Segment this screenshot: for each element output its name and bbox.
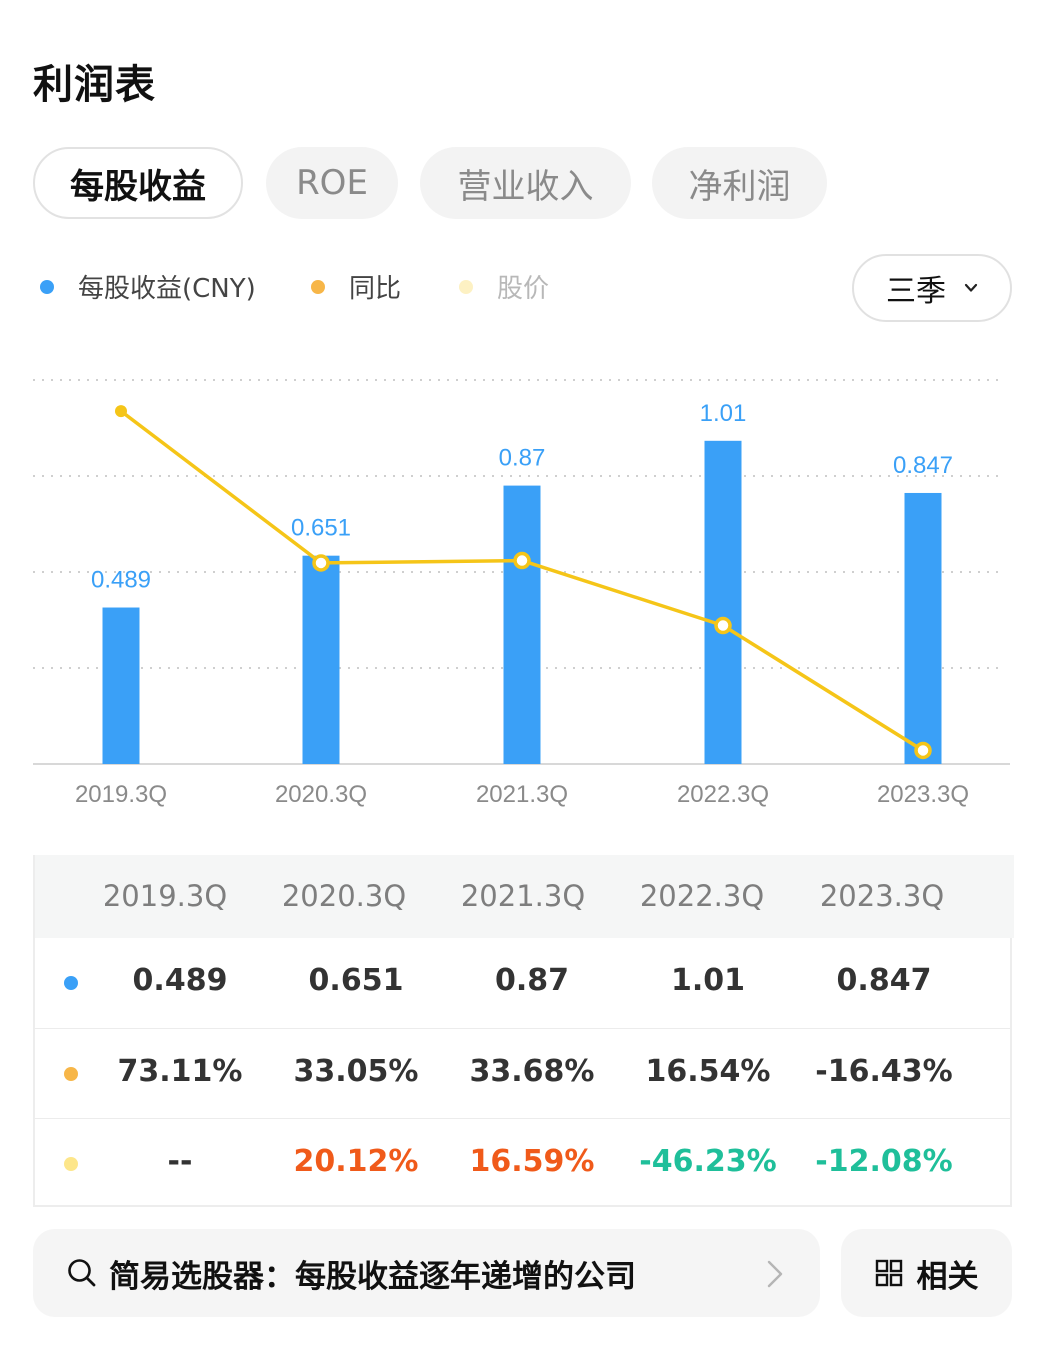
table-row: -- 20.12% 16.59% -46.23% -12.08% <box>35 1118 1010 1208</box>
table-cell: 16.59% <box>469 1144 595 1179</box>
table-cell: 0.847 <box>836 963 932 998</box>
eps-bar <box>302 555 340 764</box>
eps-bar <box>904 492 942 764</box>
eps-bar-label: 0.489 <box>91 567 151 594</box>
tab-roe[interactable]: ROE <box>266 147 398 219</box>
table-row: 73.11% 33.05% 33.68% 16.54% -16.43% <box>35 1028 1010 1118</box>
x-tick-label: 2023.3Q <box>877 781 969 808</box>
table-cell: 73.11% <box>117 1054 243 1089</box>
yoy-point <box>312 554 330 572</box>
yoy-point <box>513 551 531 570</box>
chevron-down-icon <box>964 283 978 292</box>
eps-bar <box>102 607 140 764</box>
eps-bar-label: 0.651 <box>291 515 351 542</box>
table-cell: -- <box>167 1144 193 1179</box>
eps-bar-label: 0.847 <box>893 452 953 479</box>
table-cell: -16.43% <box>815 1054 953 1089</box>
eps-bar <box>503 485 541 764</box>
screener-label: 简易选股器：每股收益逐年递增的公司 <box>109 1258 636 1295</box>
row-legend-dot <box>64 1157 78 1171</box>
legend-yoy-dot <box>311 279 325 294</box>
table-header-cell: 2022.3Q <box>639 879 765 913</box>
page-title: 利润表 <box>33 62 156 108</box>
table-cell: 0.489 <box>132 963 228 998</box>
table-header-cell: 2019.3Q <box>102 879 228 913</box>
x-tick-label: 2021.3Q <box>476 781 568 808</box>
related-button[interactable]: 相关 <box>841 1229 1012 1317</box>
table-header-cell: 2020.3Q <box>281 879 407 913</box>
table-cell: 16.54% <box>645 1054 771 1089</box>
eps-chart: 0.489 0.651 0.87 1.01 0.847 2019.3Q 2020.3Q 202… <box>33 379 1010 808</box>
period-select-value: 三季 <box>886 274 946 309</box>
legend-price-label: 股价 <box>497 274 550 304</box>
screener-button[interactable]: 简易选股器：每股收益逐年递增的公司 <box>33 1229 820 1317</box>
table-cell: 0.651 <box>308 963 404 998</box>
row-legend-dot <box>64 1067 78 1081</box>
eps-bar-label: 0.87 <box>499 445 546 472</box>
legend-price[interactable]: 股价 <box>459 268 549 305</box>
table-cell: 33.05% <box>293 1054 419 1089</box>
data-table: 2019.3Q 2020.3Q 2021.3Q 2022.3Q 2023.3Q … <box>33 855 1014 1208</box>
table-cell: 20.12% <box>293 1144 419 1179</box>
table-header-cell: 2023.3Q <box>819 879 945 913</box>
period-select[interactable]: 三季 <box>852 254 1012 322</box>
table-cell: -12.08% <box>815 1144 953 1179</box>
grid-icon <box>875 1259 902 1287</box>
legend-eps[interactable]: 每股收益(CNY) <box>40 268 256 305</box>
x-tick-label: 2020.3Q <box>275 781 367 808</box>
table-header: 2019.3Q 2020.3Q 2021.3Q 2022.3Q 2023.3Q <box>35 855 1014 938</box>
yoy-point <box>914 741 932 760</box>
eps-bar-label: 1.01 <box>700 400 747 427</box>
legend-price-dot <box>459 279 473 294</box>
legend-eps-label: 每股收益(CNY) <box>78 274 256 304</box>
yoy-point <box>714 616 732 635</box>
x-tick-label: 2022.3Q <box>677 781 769 808</box>
related-label: 相关 <box>916 1258 979 1295</box>
table-cell: -46.23% <box>639 1144 777 1179</box>
chevron-right-icon <box>767 1260 783 1288</box>
x-tick-label: 2019.3Q <box>75 781 167 808</box>
table-header-cell: 2021.3Q <box>460 879 586 913</box>
table-row: 0.489 0.651 0.87 1.01 0.847 <box>35 938 1010 1028</box>
row-legend-dot <box>64 976 78 990</box>
tab-eps[interactable]: 每股收益 <box>33 147 243 219</box>
eps-bar <box>704 440 742 764</box>
search-icon <box>68 1259 96 1287</box>
table-cell: 33.68% <box>469 1054 595 1089</box>
legend-eps-dot <box>40 279 54 294</box>
yoy-point <box>115 405 127 418</box>
legend-yoy-label: 同比 <box>349 274 402 304</box>
table-cell: 0.87 <box>494 963 570 998</box>
tab-net-profit[interactable]: 净利润 <box>652 147 827 219</box>
tab-revenue[interactable]: 营业收入 <box>420 147 631 219</box>
table-cell: 1.01 <box>670 963 746 998</box>
legend-yoy[interactable]: 同比 <box>311 268 401 305</box>
